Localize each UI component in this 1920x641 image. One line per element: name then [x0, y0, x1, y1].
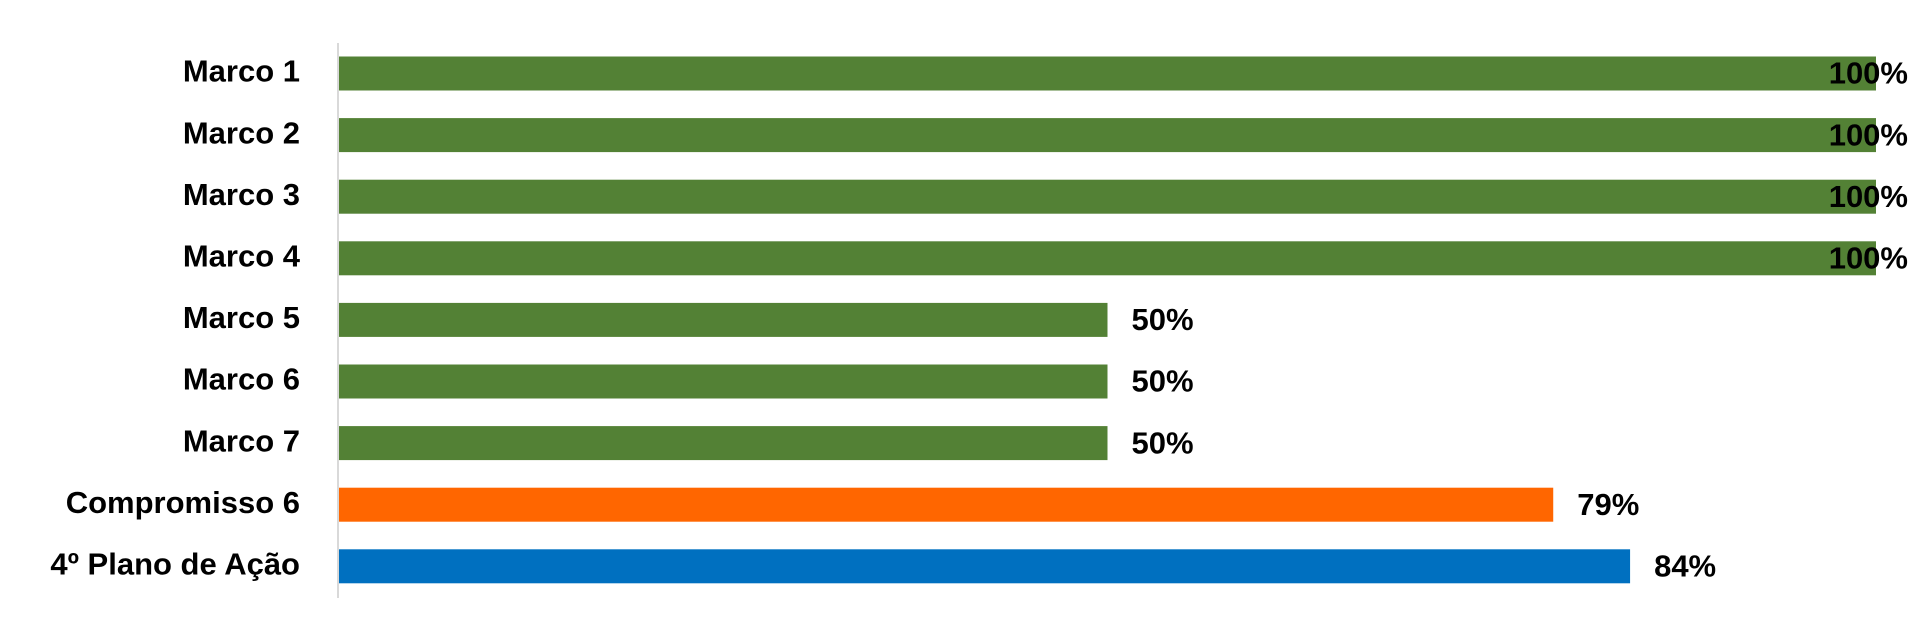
value-label: 100%	[1829, 179, 1908, 214]
bar	[339, 549, 1631, 584]
value-label: 50%	[1132, 302, 1194, 337]
y-tick-label: Compromisso 6	[66, 485, 300, 520]
y-tick-label: Marco 4	[183, 238, 301, 273]
bar	[339, 426, 1108, 461]
y-tick-label: Marco 5	[183, 300, 300, 335]
value-label: 50%	[1132, 364, 1194, 399]
y-tick-label: Marco 2	[183, 115, 300, 150]
value-label: 100%	[1829, 240, 1908, 275]
value-label: 100%	[1829, 117, 1908, 152]
bar	[339, 241, 1876, 276]
bar	[339, 487, 1554, 522]
bar	[339, 118, 1876, 153]
y-tick-label: Marco 1	[183, 54, 300, 89]
value-label: 79%	[1577, 487, 1639, 522]
value-label: 100%	[1829, 56, 1908, 91]
bar	[339, 364, 1108, 399]
y-tick-label: Marco 6	[183, 362, 300, 397]
bar	[339, 302, 1108, 337]
y-tick-label: Marco 3	[183, 177, 300, 212]
bar	[339, 179, 1876, 214]
value-label: 84%	[1654, 548, 1716, 583]
y-tick-label: Marco 7	[183, 423, 300, 458]
bar	[339, 56, 1876, 91]
value-label: 50%	[1132, 425, 1194, 460]
y-tick-label: 4º Plano de Ação	[50, 546, 300, 581]
